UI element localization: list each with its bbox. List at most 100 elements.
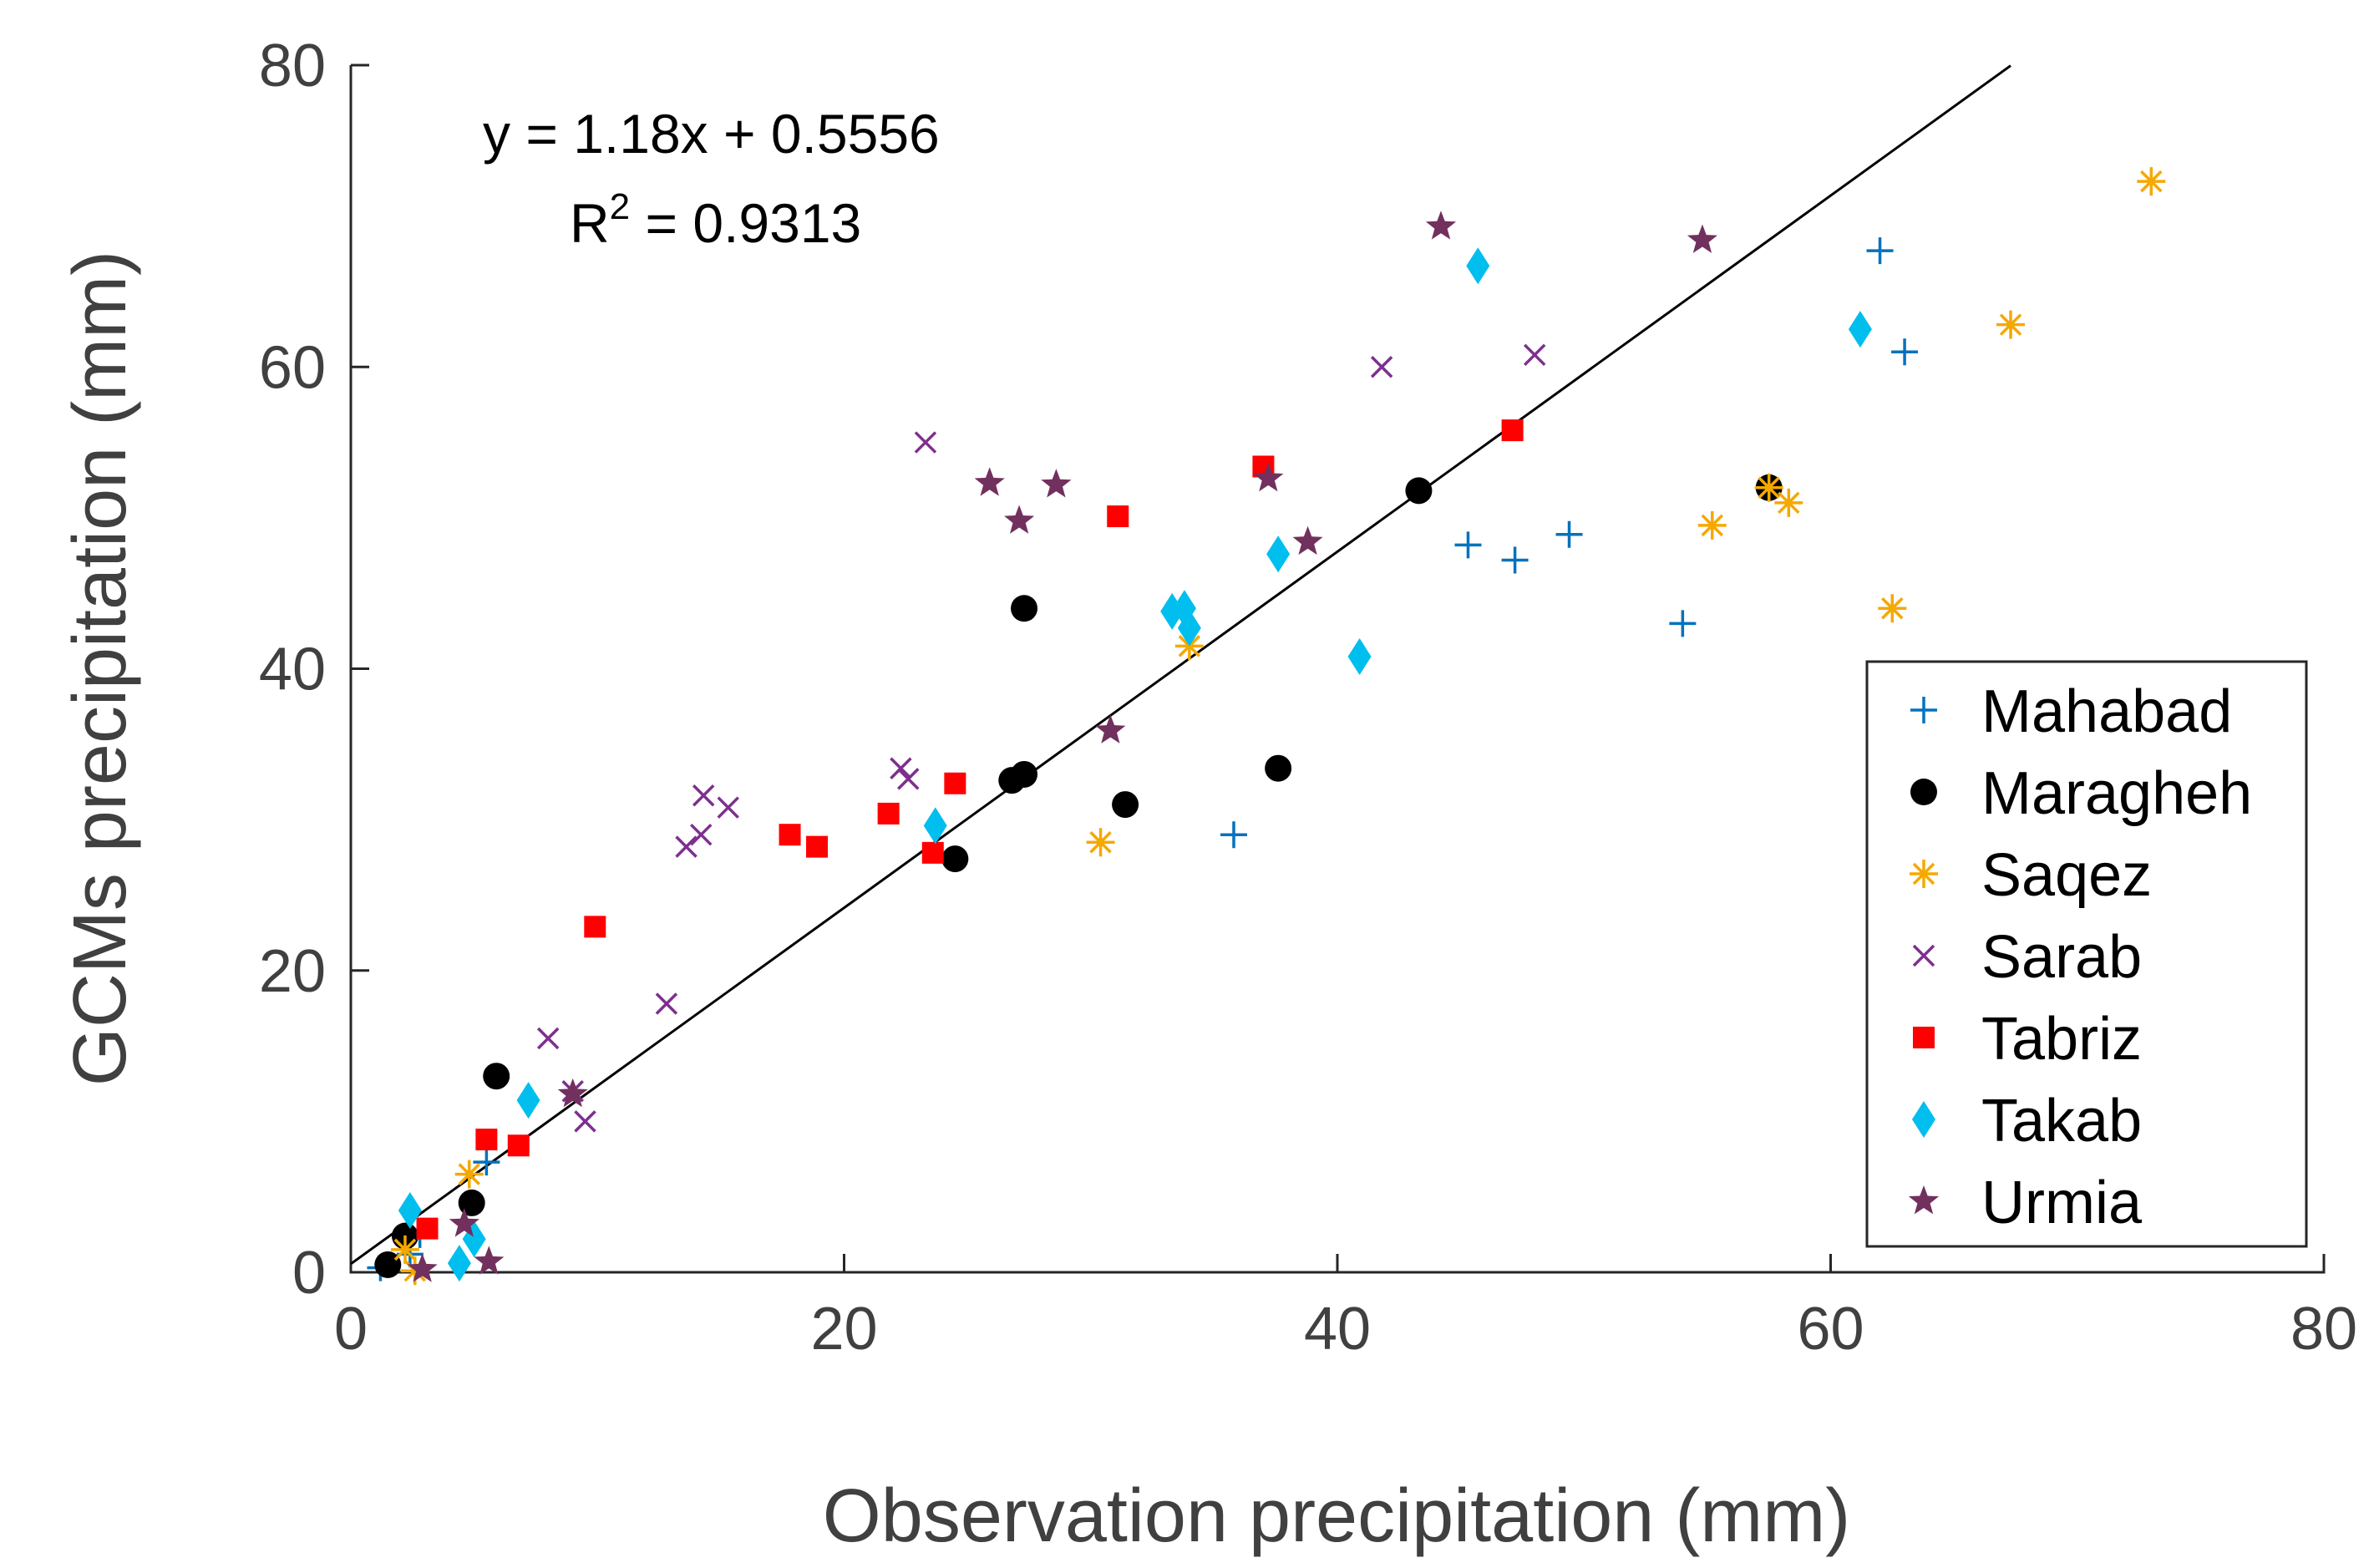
series-sarab — [536, 343, 1546, 1133]
data-point-maragheh — [1405, 477, 1433, 505]
data-point-sarab — [536, 1027, 560, 1050]
data-point-sarab — [1523, 343, 1546, 367]
data-point-sarab — [717, 796, 739, 819]
data-point-tabriz — [877, 802, 900, 825]
data-point-tabriz — [921, 841, 944, 864]
legend-marker-maragheh — [1910, 779, 1937, 805]
x-tick-label: 0 — [334, 1296, 368, 1362]
data-point-mahabad — [1891, 338, 1919, 366]
data-point-mahabad — [473, 1149, 500, 1176]
data-point-maragheh — [1112, 791, 1139, 819]
legend-marker-tabriz — [1913, 1027, 1935, 1048]
data-point-urmia — [407, 1253, 438, 1282]
legend-item-saqez: Saqez — [1910, 842, 2152, 909]
data-point-tabriz — [944, 772, 966, 794]
legend-marker-saqez — [1910, 860, 1938, 888]
data-point-tabriz — [779, 824, 801, 846]
legend-item-maragheh: Maragheh — [1910, 760, 2252, 827]
x-tick-label: 60 — [1797, 1296, 1864, 1362]
data-point-sarab — [675, 835, 697, 858]
legend-item-tabriz: Tabriz — [1913, 1006, 2142, 1073]
data-point-sarab — [574, 1110, 596, 1133]
data-point-sarab — [897, 768, 920, 790]
data-point-maragheh — [483, 1063, 510, 1090]
data-point-tabriz — [507, 1134, 530, 1157]
data-point-urmia — [557, 1078, 588, 1108]
data-point-takab — [447, 1245, 471, 1282]
data-point-maragheh — [941, 845, 969, 873]
data-point-saqez — [1996, 310, 2026, 339]
data-point-saqez — [400, 1256, 429, 1286]
regression-line — [350, 64, 2011, 1266]
legend-label-sarab: Sarab — [1981, 924, 2142, 991]
legend-marker-urmia — [1908, 1185, 1940, 1215]
data-point-takab — [1466, 247, 1490, 285]
legend: Mahabad Maragheh Saqez Sarab Tabriz Takab Urmi… — [1865, 660, 2308, 1248]
data-point-urmia — [474, 1246, 505, 1275]
x-tick-label: 40 — [1304, 1296, 1371, 1362]
legend-label-saqez: Saqez — [1981, 842, 2152, 909]
data-point-sarab — [690, 823, 713, 846]
data-point-tabriz — [806, 835, 829, 858]
data-point-sarab — [890, 757, 912, 779]
data-point-takab — [398, 1191, 422, 1229]
data-point-takab — [923, 807, 947, 845]
legend-marker-sarab — [1912, 944, 1935, 967]
legend-label-maragheh: Maragheh — [1981, 760, 2252, 827]
data-point-sarab — [1370, 356, 1393, 378]
data-point-urmia — [1687, 224, 1717, 253]
data-point-maragheh — [374, 1251, 402, 1278]
data-point-takab — [1848, 311, 1872, 348]
legend-label-takab: Takab — [1981, 1088, 2142, 1154]
data-point-tabriz — [1501, 419, 1524, 442]
tick-labels: 0 20 40 60 80 0 20 40 60 80 — [259, 33, 2357, 1362]
data-point-urmia — [449, 1208, 479, 1237]
r-squared-prefix: R — [570, 192, 610, 254]
data-point-urmia — [1041, 469, 1072, 498]
data-point-mahabad — [1866, 237, 1894, 265]
data-point-sarab — [692, 784, 715, 807]
x-tick-label: 20 — [810, 1296, 877, 1362]
data-point-tabriz — [475, 1129, 498, 1151]
data-point-mahabad — [1454, 531, 1482, 559]
data-point-urmia — [1292, 525, 1323, 556]
data-point-takab — [1177, 609, 1201, 647]
data-point-saqez — [1697, 510, 1727, 540]
data-point-urmia — [974, 467, 1005, 496]
data-point-mahabad — [1220, 821, 1247, 849]
data-point-saqez — [454, 1160, 484, 1189]
data-point-saqez — [1878, 594, 1907, 623]
series-saqez — [390, 167, 2166, 1286]
legend-marker-mahabad — [1910, 697, 1937, 723]
r-squared-value: = 0.9313 — [630, 192, 861, 254]
data-point-saqez — [390, 1235, 419, 1264]
legend-box — [1865, 660, 2308, 1248]
x-axis-title: Observation precipitation (mm) — [823, 1474, 1850, 1558]
data-point-saqez — [2137, 167, 2166, 196]
data-point-sarab — [914, 431, 937, 454]
data-point-takab — [516, 1082, 540, 1119]
y-tick-label: 0 — [292, 1240, 326, 1307]
legend-items: Mahabad Maragheh Saqez Sarab Tabriz Takab Urmi… — [1908, 678, 2252, 1236]
data-point-tabriz — [416, 1217, 439, 1240]
data-point-maragheh — [458, 1189, 485, 1216]
legend-label-mahabad: Mahabad — [1981, 678, 2232, 745]
data-point-maragheh — [1011, 595, 1038, 622]
x-tick-label: 80 — [2290, 1296, 2357, 1362]
data-point-takab — [1347, 638, 1372, 676]
y-axis-title: GCMs precipitation (mm) — [58, 251, 142, 1086]
data-point-mahabad — [1501, 546, 1529, 574]
data-point-urmia — [1253, 462, 1284, 492]
data-point-urmia — [1095, 714, 1126, 743]
legend-label-tabriz: Tabriz — [1981, 1006, 2142, 1073]
r-squared-label: R2 = 0.9313 — [570, 186, 861, 254]
data-point-takab — [1266, 535, 1291, 573]
legend-item-mahabad: Mahabad — [1910, 678, 2232, 745]
legend-item-sarab: Sarab — [1912, 924, 2142, 991]
data-point-urmia — [1425, 211, 1457, 240]
data-point-saqez — [1086, 828, 1115, 857]
data-point-sarab — [655, 992, 678, 1015]
data-point-tabriz — [1107, 505, 1129, 528]
y-tick-label: 80 — [259, 33, 326, 99]
